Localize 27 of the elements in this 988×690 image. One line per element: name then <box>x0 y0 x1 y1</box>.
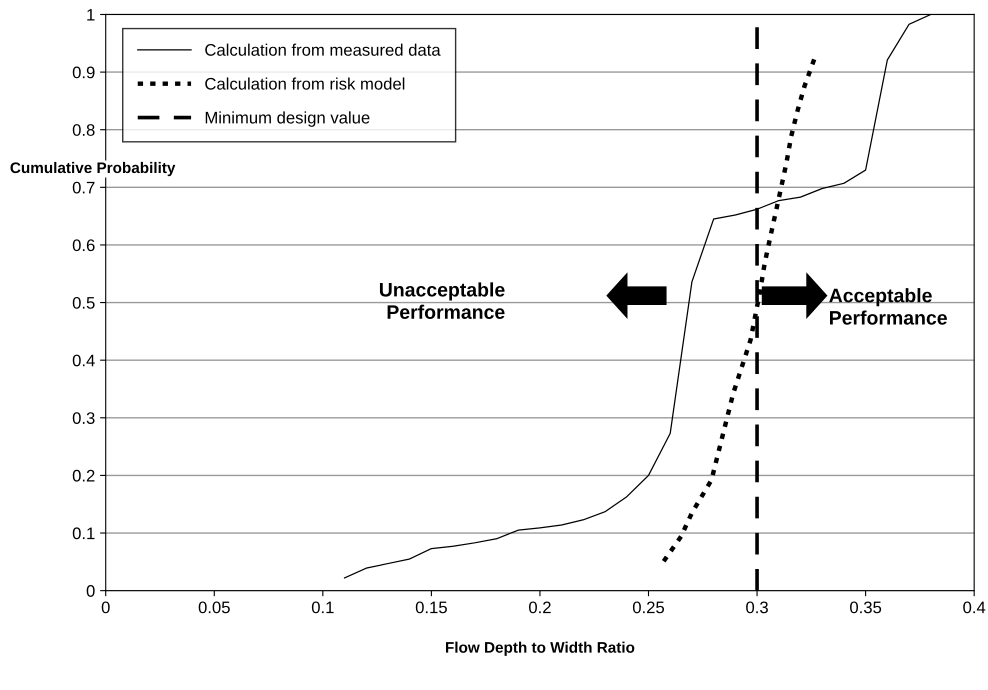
x-tick-label: 0.3 <box>746 601 768 614</box>
y-tick-label: 0.6 <box>72 239 95 252</box>
y-tick-label: 0.9 <box>72 66 95 78</box>
y-tick-label: 0.4 <box>72 354 95 366</box>
y-tick-label: 0.5 <box>72 296 95 309</box>
x-tick-label: 0.2 <box>529 601 551 614</box>
legend-label: Calculation from measured data <box>205 44 441 56</box>
x-axis-title: Flow Depth to Width Ratio <box>446 642 634 656</box>
x-tick-label: 0.25 <box>632 601 664 614</box>
legend-label: Calculation from risk model <box>205 77 404 90</box>
y-tick-label: 0 <box>86 585 95 597</box>
y-tick-label: 0.7 <box>72 182 94 194</box>
x-tick-label: 0.05 <box>198 601 230 614</box>
y-tick-label: 0.3 <box>72 412 95 424</box>
x-tick-label: 0.1 <box>312 601 334 614</box>
y-tick-label: 0.1 <box>72 527 94 540</box>
y-tick-label: 1 <box>87 9 94 21</box>
legend-label: Minimum design value <box>206 111 370 127</box>
x-tick-label: 0.15 <box>416 601 447 614</box>
x-tick-label: 0 <box>102 601 110 614</box>
y-tick-label: 0.2 <box>72 470 94 482</box>
x-tick-label: 0.4 <box>963 601 986 614</box>
y-axis-title: Cumulative Probability <box>10 162 176 176</box>
annotation: Unacceptable Performance <box>380 282 505 319</box>
annotation: Acceptable Performance <box>829 288 947 325</box>
x-tick-label: 0.35 <box>850 601 882 614</box>
y-tick-label: 0.8 <box>72 124 95 136</box>
